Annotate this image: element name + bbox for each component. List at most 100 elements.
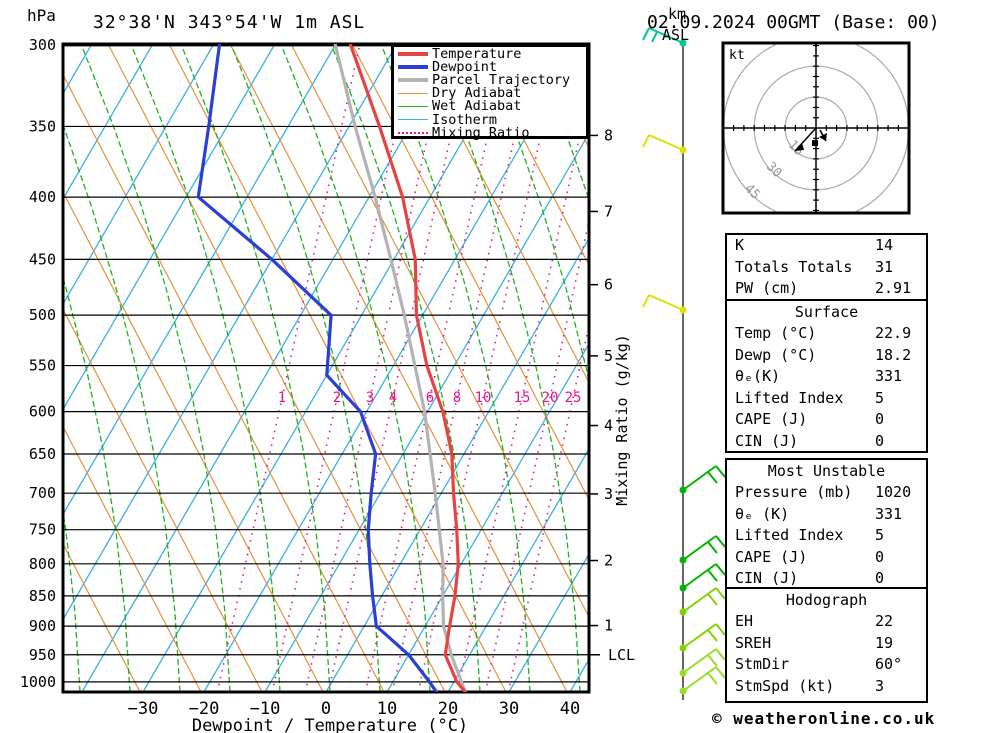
legend-line-sample <box>398 131 428 134</box>
km-axis: 1 2 3 4 5 6 7 8 LCL Mixing Ratio (g/kg) <box>589 126 635 664</box>
mixing-ratio-value-label: 25 <box>565 390 582 406</box>
pressure-tick-label: 650 <box>29 445 56 463</box>
temp-tick-label: 10 <box>377 699 397 719</box>
row-value: 5 <box>875 388 885 407</box>
table-row: Dewp (°C) 18.2 <box>727 345 926 367</box>
surface-table: Surface Temp (°C) 22.9 Dewp (°C) 18.2 θₑ(K) 33… <box>725 299 928 453</box>
legend-item-label: Isotherm <box>432 111 498 128</box>
wind-barb <box>679 465 726 494</box>
row-value: 31 <box>875 257 894 276</box>
plot-border <box>61 42 591 694</box>
pressure-tick-label: 700 <box>29 484 56 502</box>
row-label: StmSpd (kt) <box>735 676 835 695</box>
hodograph-unit-label: kt <box>729 48 745 63</box>
row-label: CIN (J) <box>735 569 799 587</box>
legend-line-sample <box>398 51 428 56</box>
pressure-tick-label: 550 <box>29 357 56 375</box>
parcel-trajectory-curve <box>333 44 468 692</box>
row-label: Temp (°C) <box>735 324 817 342</box>
legend-item-temperature: Temperature <box>394 46 586 62</box>
wind-barb-column <box>642 27 726 700</box>
table-row: StmDir 60° <box>727 654 926 676</box>
x-axis-title: Dewpoint / Temperature (°C) <box>192 716 468 733</box>
pressure-tick-label: 350 <box>29 117 56 135</box>
row-value: 22.9 <box>875 324 912 342</box>
row-value: 3 <box>875 676 885 695</box>
pressure-tick-label: 750 <box>29 521 56 539</box>
row-value: 1020 <box>875 483 912 501</box>
legend-item-label: Dewpoint <box>432 58 498 75</box>
row-label: CAPE (J) <box>735 547 808 566</box>
hodograph_table-title: Hodograph <box>785 591 868 609</box>
row-value: 0 <box>875 547 885 566</box>
hodograph-ring-label: 30 <box>763 159 785 181</box>
legend-item-isotherm: Isotherm <box>394 111 586 128</box>
row-value: 0 <box>875 431 885 450</box>
legend-line-sample <box>398 92 428 94</box>
mixing-ratio-value-label: 3 <box>366 390 374 406</box>
row-value: 22 <box>875 612 894 630</box>
table-row: CIN (J) 0 <box>727 568 926 590</box>
km-tick-label: 8 <box>604 126 613 144</box>
chart-legend: Temperature Dewpoint Parcel Trajectory Dry … <box>391 44 589 141</box>
table-row: Temp (°C) 22.9 <box>727 323 926 345</box>
dewpoint-curve <box>196 44 439 692</box>
table-row: θₑ(K) 331 <box>727 366 926 388</box>
pressure-tick-label: 800 <box>29 555 56 573</box>
km-tick-label: 3 <box>604 485 613 503</box>
row-value: 5 <box>875 526 885 544</box>
row-label: Totals Totals <box>735 257 853 276</box>
mixing-ratio-value-label: 4 <box>389 390 397 406</box>
km-tick-label: 4 <box>604 417 613 435</box>
row-value: 14 <box>875 236 894 254</box>
legend-item-label: Dry Adiabat <box>432 85 522 102</box>
pressure-tick-label: 1000 <box>20 673 56 691</box>
row-label: θₑ (K) <box>735 504 790 523</box>
legend-item-wet-adiabat: Wet Adiabat <box>394 98 586 114</box>
mixing-ratio-value-label: 15 <box>514 390 531 406</box>
row-value: 60° <box>875 655 903 673</box>
temp-tick-label: −10 <box>250 699 281 719</box>
wind-barb <box>679 535 726 564</box>
row-value: 331 <box>875 367 903 385</box>
temp-tick-label: 30 <box>499 699 519 719</box>
table-row: CAPE (J) 0 <box>727 409 926 431</box>
table-row: EH 22 <box>727 611 926 633</box>
row-label: StmDir <box>735 655 790 673</box>
table-row: Lifted Index 5 <box>727 525 926 547</box>
km-tick-label: 2 <box>604 552 613 570</box>
temp-tick-label: 20 <box>438 699 458 719</box>
row-value: 19 <box>875 633 894 652</box>
row-label: EH <box>735 612 754 630</box>
legend-item-label: Mixing Ratio <box>432 124 530 141</box>
wind-barb <box>642 134 687 154</box>
row-label: CAPE (J) <box>735 410 808 428</box>
temp-tick-label: −20 <box>189 699 220 719</box>
row-label: SREH <box>735 633 772 652</box>
datetime-label: 02.09.2024 00GMT (Base: 00) <box>647 12 940 33</box>
mixing-ratio-value-label: 20 <box>542 390 559 406</box>
mixing-ratio-value-label: 6 <box>426 390 434 406</box>
pressure-tick-label: 850 <box>29 587 56 605</box>
temp-tick-label: 0 <box>321 699 331 719</box>
pressure-tick-label: 500 <box>29 306 56 324</box>
table-row: SREH 19 <box>727 633 926 655</box>
legend-line-sample <box>398 64 428 69</box>
right-axis-title: Mixing Ratio (g/kg) <box>613 334 631 506</box>
pressure-tick-label: 300 <box>29 36 56 54</box>
row-value: 18.2 <box>875 345 912 364</box>
row-label: θₑ(K) <box>735 367 781 385</box>
row-value: 331 <box>875 504 903 523</box>
most-unstable-table: Most Unstable Pressure (mb) 1020 θₑ (K) 331 L… <box>725 458 928 589</box>
row-label: Dewp (°C) <box>735 345 817 364</box>
mixing-ratio-value-label: 8 <box>453 390 461 406</box>
temp-tick-label: 40 <box>560 699 580 719</box>
legend-item-parcel-trajectory: Parcel Trajectory <box>394 72 586 88</box>
pressure-tick-label: 950 <box>29 646 56 664</box>
wind-barb <box>679 563 726 592</box>
km-tick-label: 7 <box>604 202 613 220</box>
table-row: Totals Totals 31 <box>727 257 926 279</box>
wind-barb <box>679 587 726 616</box>
